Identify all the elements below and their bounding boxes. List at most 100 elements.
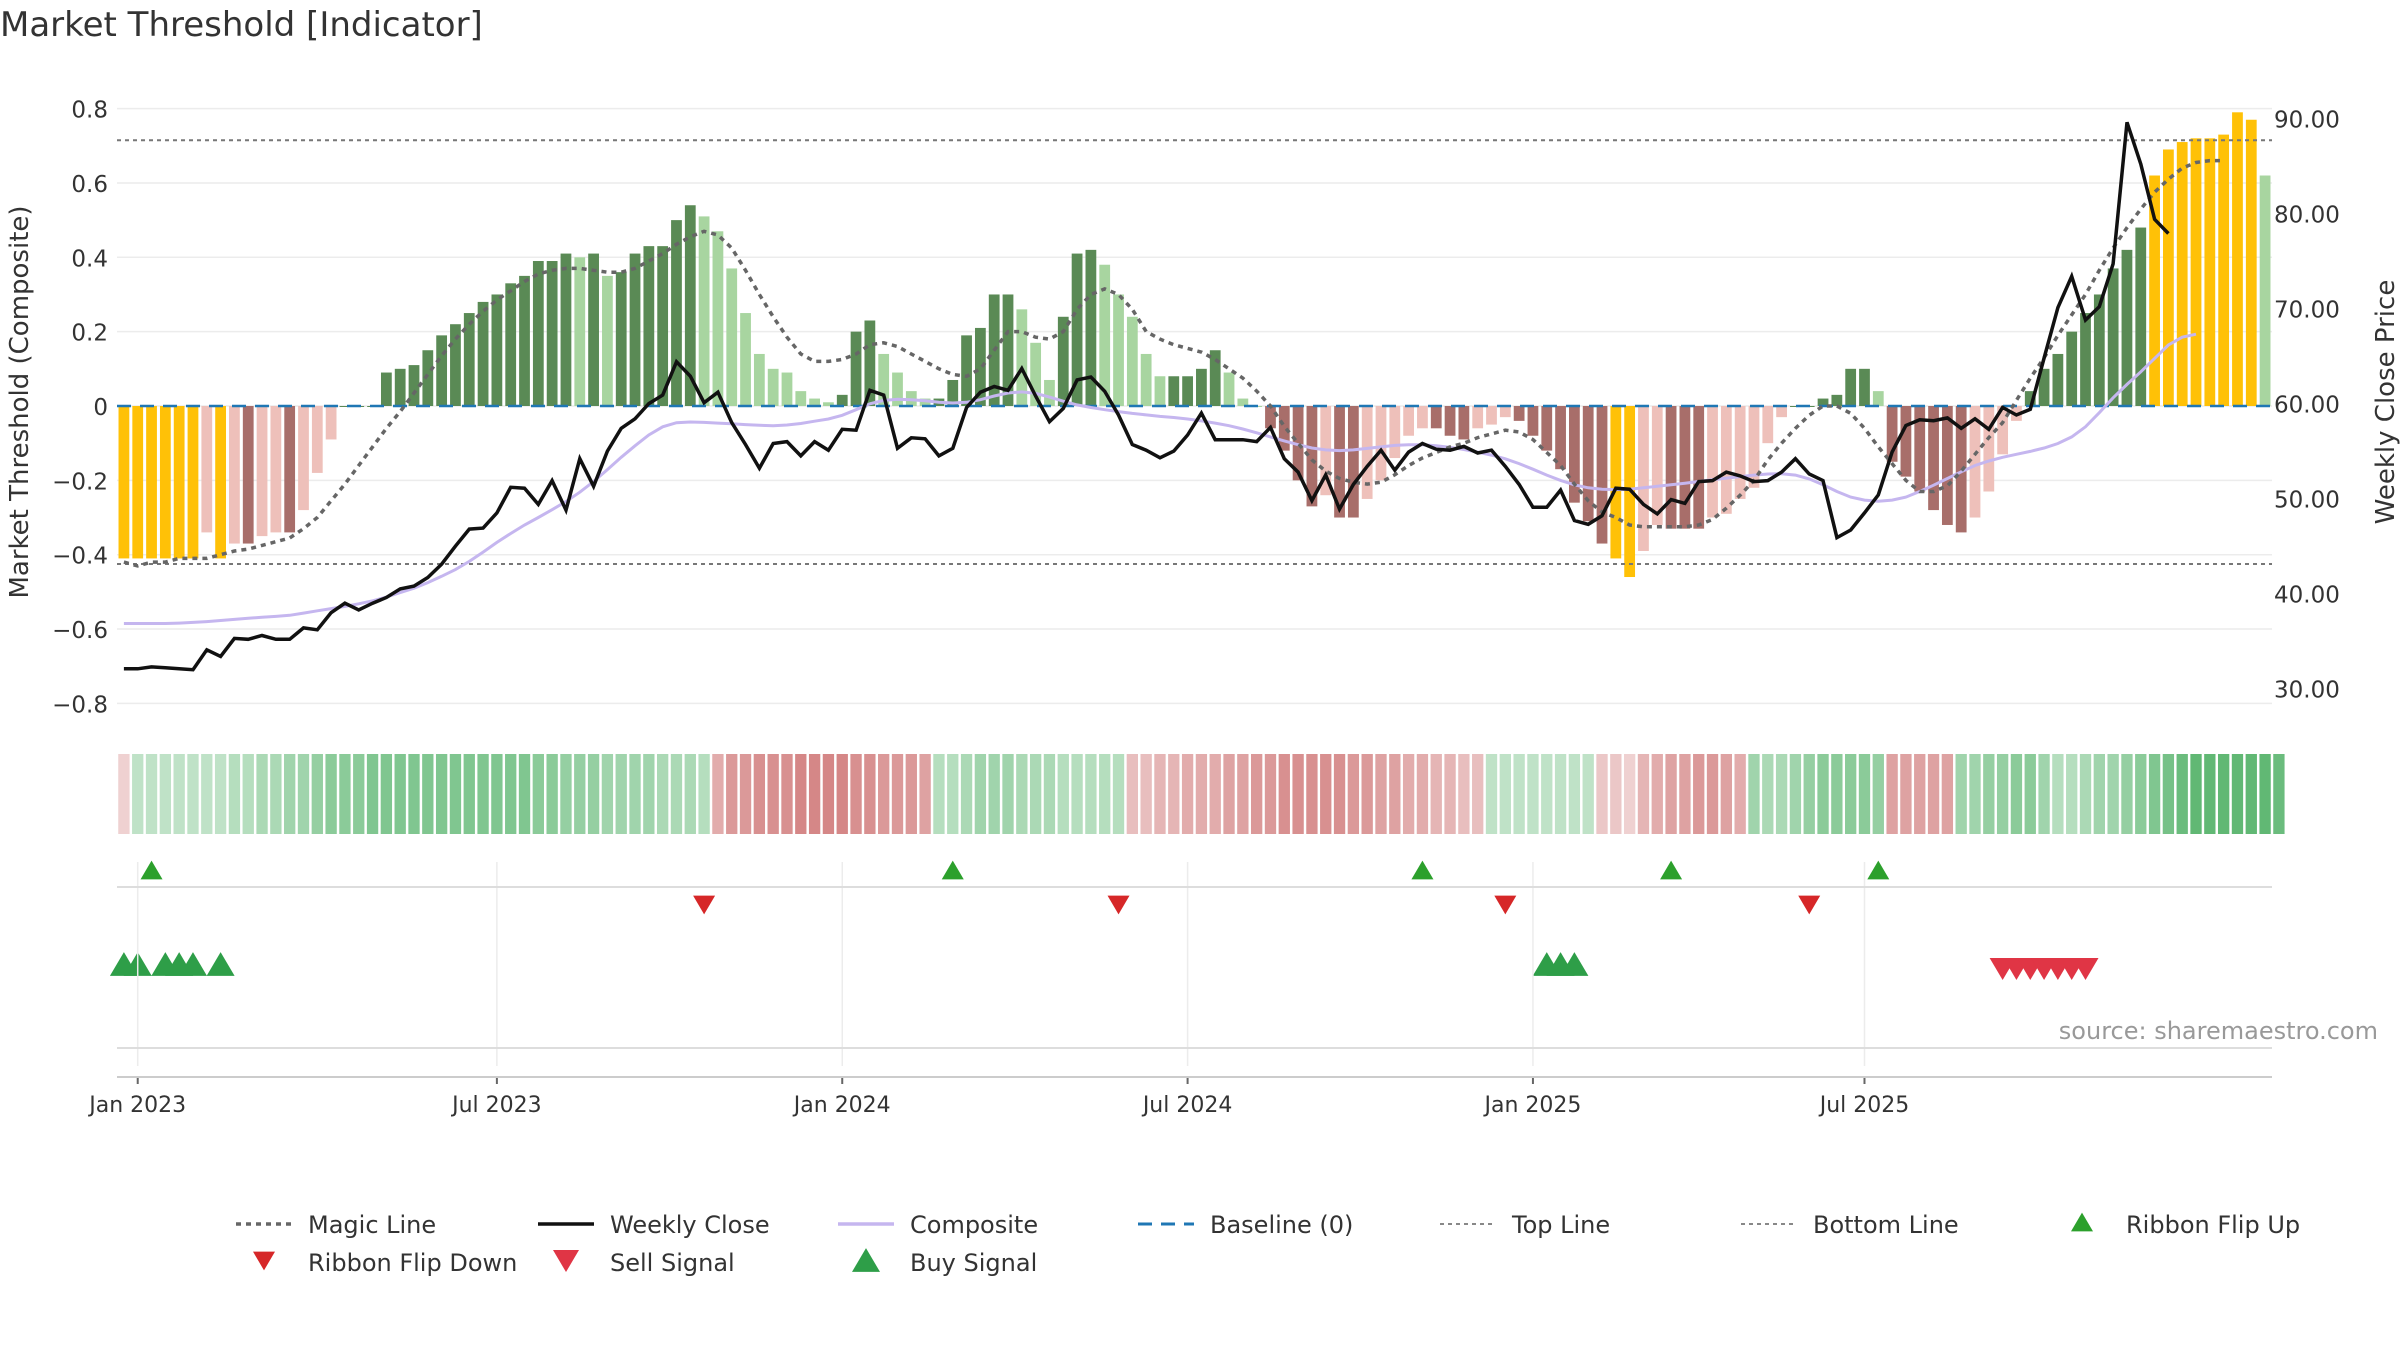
ribbon-cell: [2024, 754, 2036, 834]
ribbon-cell: [1057, 754, 1069, 834]
series-lines: [117, 121, 2272, 672]
composite-bar: [588, 253, 599, 406]
composite-bar: [1472, 406, 1484, 429]
ribbon-cell: [1209, 754, 1221, 834]
legend-item[interactable]: Buy Signal: [852, 1248, 1037, 1277]
composite-bar: [1679, 406, 1691, 529]
composite-bar: [740, 313, 751, 406]
ribbon-cell: [1775, 754, 1788, 834]
composite-bar: [380, 372, 392, 406]
ribbon-cell: [1375, 754, 1387, 834]
ribbon-flip-up-marker: [1660, 860, 1683, 880]
ribbon-cell: [1554, 754, 1567, 834]
composite-bar: [684, 205, 696, 406]
ribbon-cell: [1029, 754, 1042, 834]
composite-bar: [146, 406, 157, 559]
composite-bar: [256, 406, 268, 537]
legend-label: Buy Signal: [910, 1249, 1037, 1277]
composite-bar: [1389, 406, 1401, 459]
composite-bar: [270, 406, 282, 533]
composite-bar: [974, 327, 986, 406]
composite-bar: [2176, 142, 2188, 406]
ribbon-cell: [145, 754, 158, 834]
y-tick-left: 0.4: [71, 246, 108, 272]
ribbon-cell: [1513, 754, 1525, 834]
ribbon-cell: [546, 754, 558, 834]
y-tick-left: −0.4: [52, 544, 108, 570]
ribbon-cell: [1983, 754, 1995, 834]
ribbon-cell: [1803, 754, 1815, 834]
composite-bar: [505, 283, 517, 406]
ribbon-cell: [132, 754, 144, 834]
composite-bar: [1140, 353, 1152, 406]
legend-item[interactable]: Baseline (0): [1138, 1211, 1353, 1239]
legend-item[interactable]: Ribbon Flip Up: [2071, 1211, 2300, 1239]
ribbon-cell: [2231, 754, 2244, 834]
ribbon-cell: [1347, 754, 1360, 834]
x-axis: Jan 2023 Jul 2023 Jan 2024 Jul 2024 Jan 2025…: [87, 862, 2272, 1118]
ribbon-cell: [974, 754, 987, 834]
composite-bar: [1790, 406, 1801, 407]
composite-bar: [1099, 264, 1111, 406]
composite-bar: [422, 350, 434, 406]
ribbon-cell: [2148, 754, 2161, 834]
ribbon-cell: [1872, 754, 1884, 834]
ribbon-cell: [1264, 754, 1277, 834]
legend-item[interactable]: Weekly Close: [538, 1211, 770, 1239]
ribbon-cell: [532, 754, 544, 834]
y-tick-left: 0: [93, 395, 108, 421]
ribbon-strip: [118, 754, 2285, 834]
legend-item[interactable]: Top Line: [1440, 1211, 1610, 1239]
ribbon-cell: [1140, 754, 1152, 834]
legend[interactable]: Magic Line Weekly Close Composite Baseline …: [236, 1211, 2300, 1277]
ribbon-cell: [2245, 754, 2257, 834]
ribbon-flip-up-marker: [1867, 860, 1890, 880]
ribbon-cell: [1831, 754, 1843, 834]
ribbon-cell: [463, 754, 475, 834]
composite-bar: [781, 372, 793, 406]
legend-item[interactable]: Magic Line: [236, 1211, 436, 1239]
ribbon-cell: [850, 754, 862, 834]
ribbon-cell: [2162, 754, 2175, 834]
weekly-close-line: [123, 121, 2170, 672]
ribbon-cell: [587, 754, 600, 834]
ribbon-cell: [1071, 754, 1083, 834]
composite-bar: [1886, 406, 1898, 462]
ribbon-cell: [1582, 754, 1594, 834]
y-tick-right: 40.00: [2274, 583, 2340, 609]
ribbon-cell: [1541, 754, 1553, 834]
composite-bar: [1969, 406, 1981, 518]
ribbon-cell: [1610, 754, 1622, 834]
ribbon-cell: [214, 754, 227, 834]
ribbon-cell: [1320, 754, 1332, 834]
y-tick-right: 90.00: [2274, 108, 2340, 134]
composite-bar: [201, 406, 213, 533]
composite-bar: [1776, 406, 1787, 418]
ribbon-cell: [1195, 754, 1208, 834]
ribbon-cell: [2190, 754, 2202, 834]
ribbon-cell: [670, 754, 683, 834]
ribbon-cell: [1706, 754, 1719, 834]
composite-bar: [2218, 134, 2230, 407]
composite-bar: [2052, 353, 2064, 406]
composite-bar: [1265, 406, 1276, 429]
composite-bar: [767, 368, 779, 406]
legend-item[interactable]: Sell Signal: [553, 1249, 735, 1277]
composite-bar: [2149, 175, 2160, 406]
composite-bar: [1734, 406, 1746, 499]
ribbon-cell: [380, 754, 393, 834]
legend-label: Bottom Line: [1813, 1211, 1959, 1239]
ribbon-cell: [684, 754, 696, 834]
ribbon-cell: [1568, 754, 1581, 834]
y-tick-left: 0.2: [71, 321, 108, 347]
composite-bar: [1693, 406, 1705, 529]
legend-item[interactable]: Composite: [838, 1211, 1038, 1239]
ribbon-cell: [394, 754, 406, 834]
legend-item[interactable]: Ribbon Flip Down: [253, 1249, 517, 1277]
ribbon-cell: [1996, 754, 2009, 834]
composite-bar: [1209, 350, 1221, 406]
signal-markers: [109, 952, 2099, 981]
legend-item[interactable]: Bottom Line: [1741, 1211, 1959, 1239]
ribbon-cell: [1250, 754, 1263, 834]
